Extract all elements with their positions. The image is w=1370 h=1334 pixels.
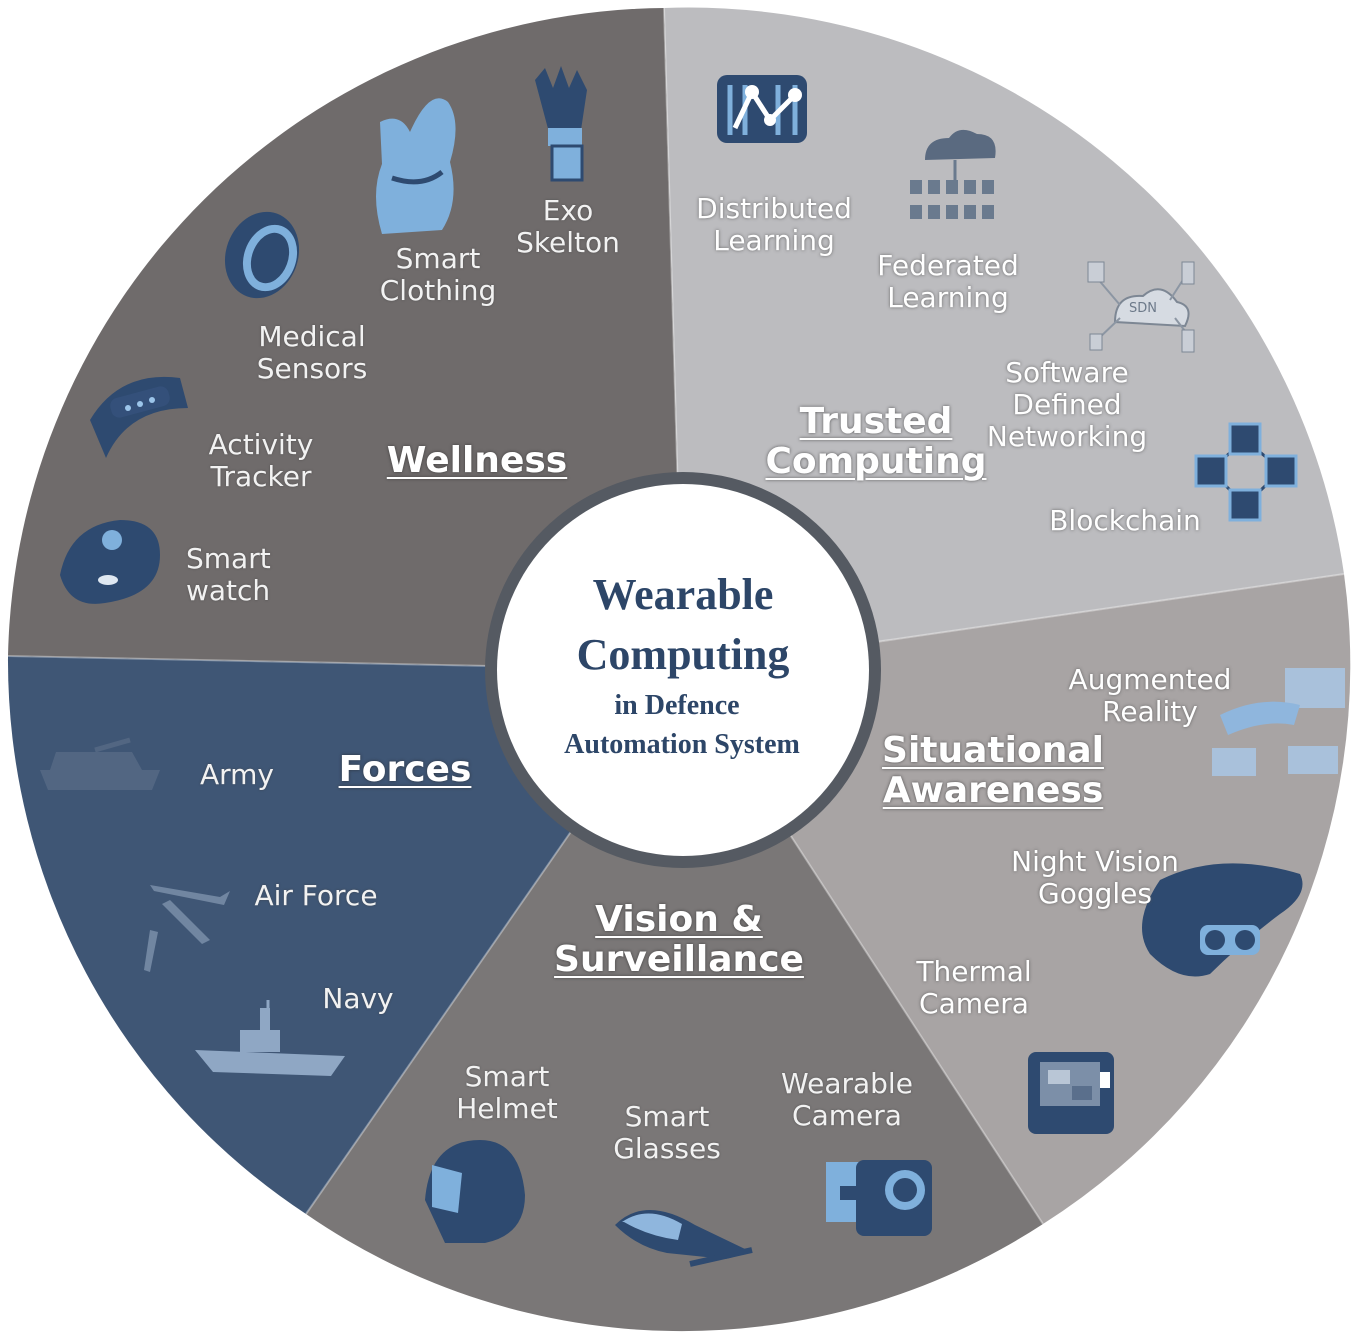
label-federated-learning: Federated Learning <box>877 249 1019 314</box>
center-subtitle-line1: in Defence <box>614 690 740 721</box>
center-subtitle-line2: Automation System <box>564 729 800 760</box>
night-vision-goggles-icon <box>1142 863 1303 977</box>
center-circle <box>497 484 869 856</box>
label-sdn: Software Defined Networking <box>986 356 1148 453</box>
label-smart-watch: Smart watch <box>186 542 271 607</box>
section-title-forces: Forces <box>338 749 472 790</box>
label-air-force: Air Force <box>254 879 378 912</box>
label-augmented-reality: Augmented Reality <box>1068 663 1232 728</box>
smart-watch-icon <box>60 520 160 604</box>
section-title-trusted-computing: Trusted Computing <box>765 401 987 482</box>
activity-tracker-icon <box>90 376 188 458</box>
distributed-learning-icon <box>717 75 807 143</box>
army-tank-icon <box>40 737 160 790</box>
label-distributed-learning: Distributed Learning <box>696 192 852 257</box>
label-blockchain: Blockchain <box>1049 504 1201 537</box>
sector-wellness <box>8 8 683 670</box>
center-title-line2: Computing <box>576 630 790 679</box>
label-thermal-camera: Thermal Camera <box>916 955 1032 1020</box>
sector-trusted-computing <box>664 7 1344 670</box>
section-title-wellness: Wellness <box>386 440 568 481</box>
federated-learning-icon <box>910 129 996 219</box>
center-title-line1: Wearable <box>592 570 774 619</box>
label-smart-glasses: Smart Glasses <box>613 1100 721 1165</box>
label-exo-skeleton: Exo Skelton <box>516 194 620 259</box>
blockchain-icon <box>1194 422 1298 522</box>
augmented-reality-icon <box>1212 668 1345 776</box>
section-title-situational-awareness: Situational Awareness <box>882 730 1104 811</box>
smart-helmet-icon <box>425 1140 525 1243</box>
label-night-vision-goggles: Night Vision Goggles <box>1011 845 1179 910</box>
label-smart-helmet: Smart Helmet <box>456 1060 558 1125</box>
smart-glasses-icon <box>615 1210 753 1267</box>
sdn-icon: SDN <box>1087 261 1195 353</box>
smart-clothing-icon <box>376 98 456 234</box>
wearable-camera-icon <box>826 1160 932 1236</box>
medical-sensors-icon <box>224 211 300 299</box>
label-medical-sensors: Medical Sensors <box>256 320 368 385</box>
label-navy: Navy <box>322 982 394 1015</box>
label-activity-tracker: Activity Tracker <box>208 428 314 493</box>
exo-skeleton-icon <box>535 66 587 182</box>
sdn-badge: SDN <box>1129 301 1157 316</box>
label-wearable-camera: Wearable Camera <box>781 1067 913 1132</box>
navy-ship-icon <box>195 1000 345 1076</box>
label-army: Army <box>199 758 275 791</box>
air-force-jets-icon <box>144 885 230 972</box>
label-smart-clothing: Smart Clothing <box>379 242 497 307</box>
thermal-camera-icon <box>1028 1052 1114 1134</box>
section-title-vision-surveillance: Vision & Surveillance <box>554 899 804 980</box>
sector-forces <box>7 656 684 1214</box>
